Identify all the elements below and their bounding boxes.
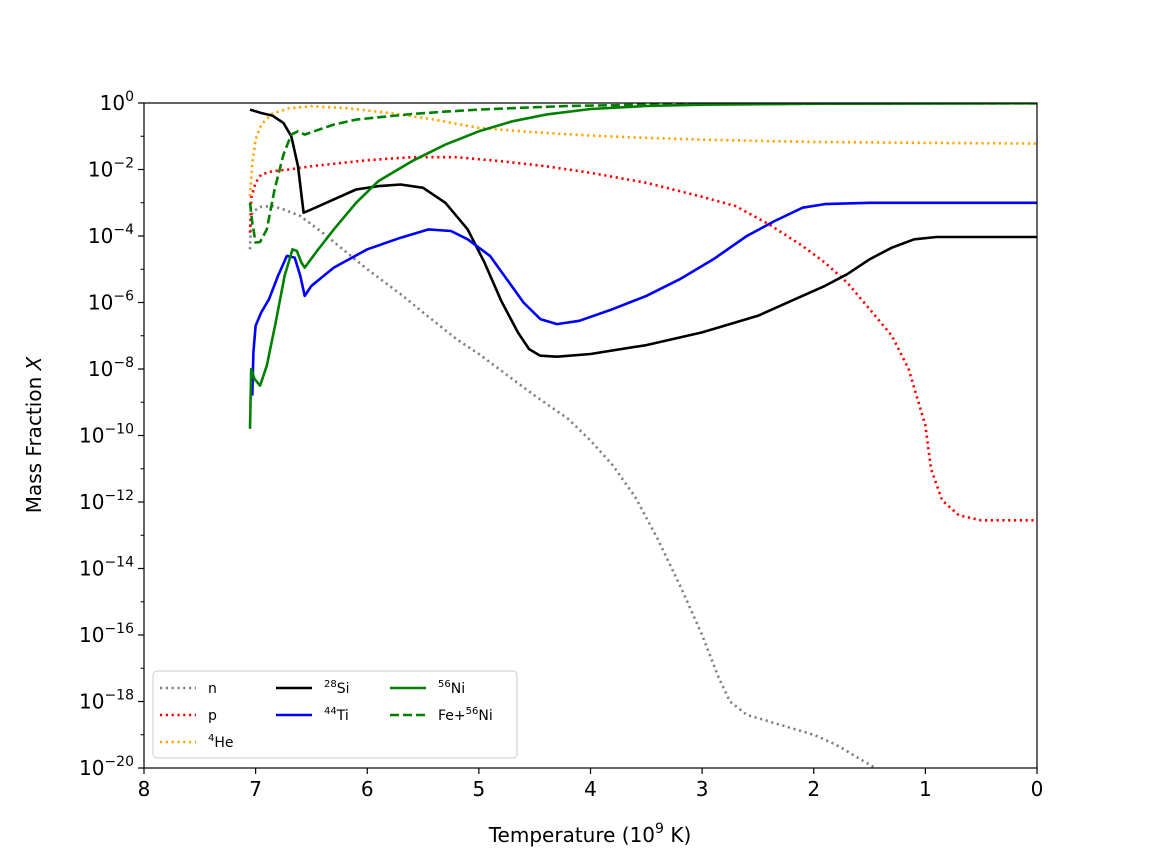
x-tick-label: 8 xyxy=(138,777,151,801)
series-line-fe-56ni xyxy=(248,103,1037,244)
legend-frame xyxy=(152,670,518,759)
legend-item: 44Ti xyxy=(276,706,349,724)
x-tick-label: 3 xyxy=(696,777,709,801)
legend-item: Fe+56Ni xyxy=(390,706,493,724)
legend-item: p xyxy=(160,708,217,724)
y-tick-label: 10−14 xyxy=(79,555,134,581)
x-tick-label: 7 xyxy=(249,777,262,801)
x-tick-label: 1 xyxy=(919,777,932,801)
series-line-p xyxy=(248,155,1037,522)
series-line-56ni xyxy=(248,103,1037,429)
series-line-28si xyxy=(249,108,1037,358)
y-axis-label: Mass Fraction X xyxy=(22,355,46,513)
legend-label: n xyxy=(208,681,217,697)
legend: np 4He 28Si 44Ti 56Ni Fe+56Ni xyxy=(152,670,518,759)
legend-item: 56Ni xyxy=(390,679,465,697)
legend-label: 56Ni xyxy=(438,679,465,697)
legend-item: 4He xyxy=(160,733,234,751)
y-tick-label: 10−8 xyxy=(88,355,134,381)
y-tick-label: 10−18 xyxy=(79,688,134,714)
legend-label: 44Ti xyxy=(324,706,349,724)
y-axis: 100 10−2 10−4 10−6 10−8 10−10 10−12 10−14 10−16 1… xyxy=(79,89,144,780)
legend-item: 28Si xyxy=(276,679,350,697)
x-axis: 8 7 6 5 4 3 2 1 0 xyxy=(138,768,1044,801)
y-tick-label: 10−2 xyxy=(88,156,134,182)
y-tick-label: 10−16 xyxy=(79,621,134,647)
legend-label: Fe+56Ni xyxy=(438,706,493,724)
x-tick-label: 6 xyxy=(361,777,374,801)
y-tick-label: 10−20 xyxy=(79,754,134,780)
series-line-44ti xyxy=(251,201,1037,396)
x-tick-label: 4 xyxy=(584,777,597,801)
y-tick-label: 10−4 xyxy=(88,222,134,248)
y-tick-label: 10−10 xyxy=(79,422,134,448)
y-tick-label: 10−12 xyxy=(79,488,134,514)
legend-label: 4He xyxy=(208,733,234,751)
x-tick-label: 2 xyxy=(807,777,820,801)
legend-item: n xyxy=(160,681,217,697)
series-layer xyxy=(248,103,1037,768)
x-axis-label: Temperature (109 K) xyxy=(488,821,692,847)
x-tick-label: 0 xyxy=(1031,777,1044,801)
x-tick-label: 5 xyxy=(473,777,486,801)
y-tick-label: 100 xyxy=(100,89,134,115)
legend-label: 28Si xyxy=(324,679,350,697)
legend-label: p xyxy=(208,708,217,724)
series-line-4he xyxy=(248,105,1037,197)
y-tick-label: 10−6 xyxy=(88,289,134,315)
